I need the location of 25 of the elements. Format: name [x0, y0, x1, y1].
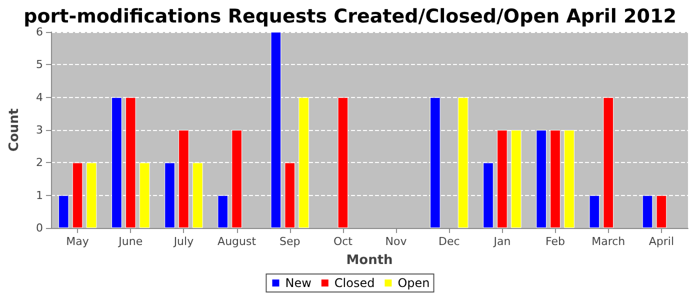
- legend-label: New: [285, 276, 312, 290]
- legend-label: Closed: [334, 276, 375, 290]
- y-tick-label: 3: [36, 124, 43, 136]
- y-tick-label: 6: [36, 26, 43, 38]
- y-tick-label: 0: [36, 222, 43, 234]
- x-tick-label: Jan: [492, 235, 511, 248]
- y-tick-label: 5: [36, 58, 43, 72]
- x-tick-label: May: [66, 235, 90, 248]
- x-tick-label: Sep: [280, 235, 300, 248]
- x-tick-label: August: [218, 235, 257, 248]
- x-tick-label: April: [648, 235, 674, 248]
- x-tick-label: Oct: [333, 235, 354, 248]
- chart-title: port-modifications Requests Created/Closed/Open April 2012: [24, 6, 676, 28]
- x-tick-label: March: [592, 235, 626, 248]
- y-tick-label: 1: [36, 188, 43, 202]
- x-tick-label: Nov: [385, 235, 408, 248]
- x-tick-label: Dec: [438, 235, 460, 248]
- x-tick-label: June: [118, 235, 143, 248]
- legend-label: Open: [398, 276, 430, 290]
- y-tick-label: 4: [36, 90, 43, 104]
- y-axis-title: Count: [7, 108, 22, 152]
- y-tick-label: 2: [36, 156, 43, 170]
- x-tick-label: July: [172, 235, 194, 248]
- x-tick-label: Feb: [546, 235, 566, 248]
- x-axis-title: Month: [346, 253, 393, 268]
